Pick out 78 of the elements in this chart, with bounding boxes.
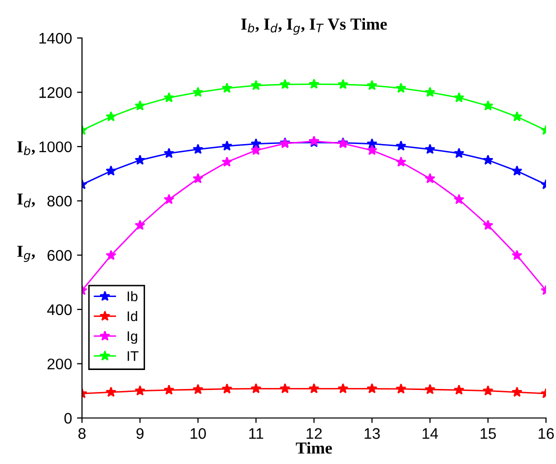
point [164,194,174,204]
point [424,384,436,394]
y-tick-label: 1200 [39,87,72,98]
point [396,82,406,93]
point [222,156,232,167]
point [250,80,262,90]
point [250,383,262,394]
point [250,138,262,148]
point [192,173,204,184]
x-tick-label: 12 [306,428,322,439]
point [280,78,290,90]
point [338,78,348,90]
y-tick-label: 400 [47,304,72,316]
point [192,144,204,154]
point [424,144,436,154]
point [106,386,116,397]
point [192,384,204,394]
point [454,148,464,158]
x-tick-label: 11 [249,428,264,439]
point [164,148,174,158]
point [396,140,406,151]
legend-label: Ib [128,291,138,302]
y-tick-label: 1400 [39,32,72,44]
point [164,92,174,102]
x-tick-label: 8 [78,428,86,439]
y-tick-label: 200 [48,358,72,370]
point [366,144,378,155]
point [512,111,522,122]
legend-label: Ig [128,331,138,344]
point [512,250,522,260]
x-tick-label: 13 [364,428,380,439]
point [192,86,204,97]
y-tick-label: 600 [48,250,72,261]
point [222,140,232,151]
point [134,154,146,165]
point [106,250,116,260]
point [222,82,232,93]
point [308,383,320,394]
point [134,385,146,396]
chart-title: I$_{b}$, I$_{d}$, I$_{g}$, I$_{T}$ Vs Time [241,18,387,35]
point [454,384,464,395]
point [134,220,146,230]
point [482,154,494,165]
point [366,383,378,394]
point [482,385,494,396]
point [512,386,522,397]
point [164,384,174,395]
point [280,383,290,394]
point [396,156,406,167]
text: I$_{b}$, I$_{d}$, I$_{g}$, [17,141,35,262]
point [482,100,494,110]
x-axis-title: Time [296,442,332,454]
x-tick-label: 16 [538,428,554,439]
x-tick-label: 14 [422,428,438,439]
legend-label: IT [128,351,138,361]
point [106,165,116,176]
y-tick-label: 0 [64,412,72,424]
point [396,383,406,394]
point [424,173,436,184]
legend-label: Id [128,310,138,322]
point [424,86,436,97]
point [454,194,464,204]
point [366,80,378,90]
y-tick-label: 1000 [39,141,72,152]
point [454,92,464,102]
point [308,78,320,89]
point [366,138,378,148]
x-tick-label: 9 [136,428,144,439]
point [338,383,348,394]
point [222,383,232,394]
point [250,144,262,155]
x-tick-label: 15 [480,428,496,439]
point [512,165,522,176]
point [134,100,146,110]
x-tick-label: 10 [190,428,206,439]
point [482,220,494,230]
y-tick-label: 800 [47,196,72,207]
point [106,111,116,122]
